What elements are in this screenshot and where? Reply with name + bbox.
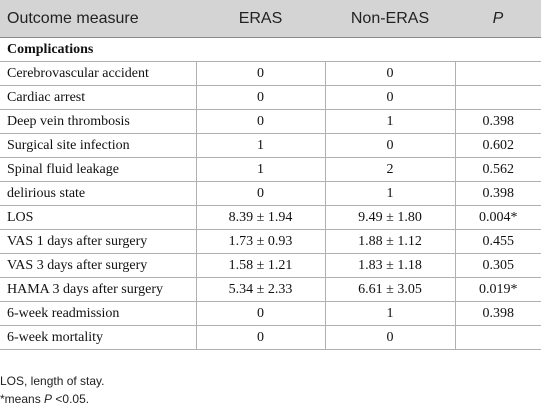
footnote-significance: *means P <0.05. [0,390,105,408]
cell-eras: 1.58 ± 1.21 [195,253,326,278]
table-row: Surgical site infection 1 0 0.602 [0,133,541,158]
header-p-value: P [455,0,541,38]
cell-outcome-measure: HAMA 3 days after surgery [0,277,197,302]
outcomes-table: Outcome measure ERAS Non-ERAS P Complica… [0,0,541,350]
table-row: Cerebrovascular accident 0 0 [0,61,541,86]
cell-non-eras: 0 [324,85,456,110]
cell-eras: 1 [195,133,326,158]
cell-eras: 5.34 ± 2.33 [195,277,326,302]
cell-non-eras: 6.61 ± 3.05 [324,277,456,302]
cell-outcome-measure: delirious state [0,181,197,206]
cell-non-eras: 1 [324,181,456,206]
cell-non-eras: 0 [324,61,456,86]
section-label: Complications [0,37,541,62]
cell-eras: 0 [195,181,326,206]
footnote-sig-prefix: *means [0,392,45,406]
cell-eras: 0 [195,109,326,134]
cell-non-eras: 2 [324,157,456,182]
table-row: Cardiac arrest 0 0 [0,85,541,110]
table-row: Spinal fluid leakage 1 2 0.562 [0,157,541,182]
cell-non-eras: 1 [324,301,456,326]
table-row: 6-week readmission 0 1 0.398 [0,301,541,326]
cell-outcome-measure: Surgical site infection [0,133,197,158]
cell-non-eras: 0 [324,325,456,350]
header-eras: ERAS [196,0,325,38]
table-row: VAS 3 days after surgery 1.58 ± 1.21 1.83 … [0,253,541,278]
cell-p-value: 0.398 [454,301,541,326]
cell-eras: 0 [195,325,326,350]
cell-p-value: 0.562 [454,157,541,182]
cell-outcome-measure: VAS 3 days after surgery [0,253,197,278]
header-non-eras: Non-ERAS [325,0,455,38]
cell-non-eras: 1.83 ± 1.18 [324,253,456,278]
cell-p-value: 0.305 [454,253,541,278]
cell-p-value: 0.019* [454,277,541,302]
cell-p-value [454,325,541,350]
cell-non-eras: 1.88 ± 1.12 [324,229,456,254]
cell-p-value [454,61,541,86]
cell-p-value: 0.602 [454,133,541,158]
cell-eras: 0 [195,301,326,326]
table-row: Deep vein thrombosis 0 1 0.398 [0,109,541,134]
table-row: LOS 8.39 ± 1.94 9.49 ± 1.80 0.004* [0,205,541,230]
cell-p-value: 0.398 [454,109,541,134]
cell-p-value: 0.004* [454,205,541,230]
cell-eras: 0 [195,85,326,110]
cell-outcome-measure: LOS [0,205,197,230]
cell-p-value: 0.455 [454,229,541,254]
table-row: delirious state 0 1 0.398 [0,181,541,206]
cell-outcome-measure: Spinal fluid leakage [0,157,197,182]
footnote-sig-suffix: <0.05. [52,392,90,406]
cell-non-eras: 0 [324,133,456,158]
cell-eras: 0 [195,61,326,86]
cell-eras: 1 [195,157,326,182]
footnote-sig-p: P [44,392,53,406]
cell-non-eras: 1 [324,109,456,134]
cell-p-value: 0.398 [454,181,541,206]
cell-outcome-measure: 6-week readmission [0,301,197,326]
table-footnotes: LOS, length of stay. *means P <0.05. [0,372,105,408]
cell-non-eras: 9.49 ± 1.80 [324,205,456,230]
cell-outcome-measure: 6-week mortality [0,325,197,350]
cell-outcome-measure: Deep vein thrombosis [0,109,197,134]
cell-eras: 1.73 ± 0.93 [195,229,326,254]
header-outcome-measure: Outcome measure [0,0,196,38]
table-row: VAS 1 days after surgery 1.73 ± 0.93 1.88 … [0,229,541,254]
cell-p-value [454,85,541,110]
footnote-los: LOS, length of stay. [0,374,105,388]
table-container: Outcome measure ERAS Non-ERAS P Complica… [0,0,541,350]
header-row: Outcome measure ERAS Non-ERAS P [0,0,541,38]
cell-outcome-measure: Cerebrovascular accident [0,61,197,86]
table-row: HAMA 3 days after surgery 5.34 ± 2.33 6.61… [0,277,541,302]
cell-outcome-measure: Cardiac arrest [0,85,197,110]
cell-eras: 8.39 ± 1.94 [195,205,326,230]
section-row-complications: Complications [0,37,541,62]
cell-outcome-measure: VAS 1 days after surgery [0,229,197,254]
table-row: 6-week mortality 0 0 [0,325,541,350]
